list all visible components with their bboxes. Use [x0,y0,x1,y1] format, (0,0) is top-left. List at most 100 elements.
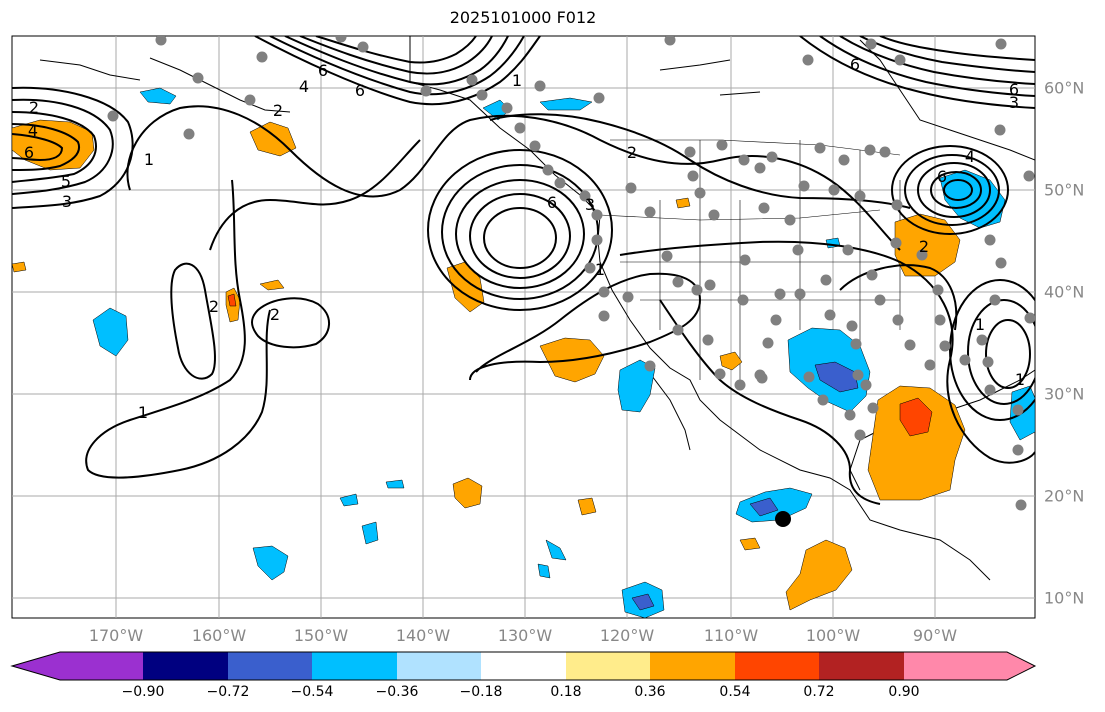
contour-label: 6 [937,167,947,186]
lat-label: 40°N [1044,282,1085,302]
map-frame [11,35,1036,619]
station-marker [894,54,906,66]
coastlines [39,36,1035,581]
contour-label: 6 [850,55,860,74]
station-marker [892,314,904,326]
colorbar-extend-max [1007,652,1035,680]
contour-label: 1 [512,71,522,90]
contour-label: 2 [273,101,283,120]
colorbar-tick-label: −0.54 [290,684,334,700]
colorbar-tick-label: −0.90 [121,684,165,700]
contour-label: 6 [355,81,365,100]
station-marker [939,340,951,352]
lon-label: 140°W [395,626,451,645]
station-marker [244,94,256,106]
station-marker [924,359,936,371]
station-marker [357,41,369,53]
colorbar-tick-label: 0.72 [803,684,835,700]
station-marker [739,254,751,266]
station-marker [598,310,610,322]
contour-label: 3 [62,192,72,211]
station-marker [982,356,994,368]
colorbar-outline [10,651,1037,681]
colorbar-tick-label: −0.18 [459,684,503,700]
station-marker [579,190,591,202]
contour-label: 6 [318,61,328,80]
station-marker [661,250,673,262]
colorbar-segment [819,652,904,680]
contour-label: 2 [270,305,280,324]
station-marker [984,384,996,396]
station-marker [934,314,946,326]
station-marker [704,279,716,291]
station-marker [734,379,746,391]
lon-label: 100°W [805,626,861,645]
contour-label: 1 [144,150,154,169]
lat-label: 60°N [1044,78,1085,98]
station-marker [476,89,488,101]
station-marker [702,334,714,346]
station-marker [879,146,891,158]
station-marker [846,320,858,332]
station-marker [534,80,546,92]
station-marker [854,429,866,441]
colorbar-segment [228,652,312,680]
map-title: 2025101000 F012 [449,8,597,27]
station-marker [792,244,804,256]
station-marker [708,209,720,221]
colorbar-segment [60,652,143,680]
station-marker [694,187,706,199]
station-marker [529,140,541,152]
lat-label: 50°N [1044,180,1085,200]
station-marker [622,291,634,303]
station-marker [824,309,836,321]
contour-label: 3 [585,195,595,214]
colorbar-segment [481,652,566,680]
lon-label: 90°W [912,626,958,645]
contour-label: 2 [627,143,637,162]
station-markers [107,36,1035,511]
contour-label: 2 [209,297,219,316]
station-marker [770,314,782,326]
station-marker [664,36,676,46]
station-marker [514,122,526,134]
contour-label-group: 2 4 6 5 3 1 6 6 2 1 2 2 1 2 6 4 6 3 2 1 … [24,55,1025,422]
station-marker [714,368,726,380]
station-marker [691,284,703,296]
contour-label: 2 [29,98,39,117]
station-marker [644,360,656,372]
station-marker [758,202,770,214]
station-marker [756,372,768,384]
lon-label: 130°W [497,626,553,645]
lat-label: 30°N [1044,384,1085,404]
station-marker [803,371,815,383]
colorbar-segment [650,652,735,680]
station-marker [762,337,774,349]
contour-label: 6 [1009,80,1019,99]
contour-label: 6 [24,143,34,162]
station-marker [989,294,1001,306]
station-marker [1012,444,1024,456]
station-marker [183,128,195,140]
station-marker [738,154,750,166]
colorbar-segment [904,652,1007,680]
contour-label: 4 [28,121,38,140]
gridlines [12,36,1035,618]
station-marker [1023,170,1035,182]
station-marker [107,110,119,122]
lon-label: 150°W [293,626,349,645]
station-marker [335,36,347,43]
station-marker [256,51,268,63]
station-marker [584,262,596,274]
contour-label: 2 [919,237,929,256]
station-marker [866,269,878,281]
station-marker [828,184,840,196]
station-marker [984,234,996,246]
station-marker [716,139,728,151]
colorbar-segment [143,652,228,680]
colorbar-tick-label: −0.72 [206,684,250,700]
station-marker [687,170,699,182]
station-marker [774,288,786,300]
colorbar-tick-label: −0.36 [375,684,419,700]
